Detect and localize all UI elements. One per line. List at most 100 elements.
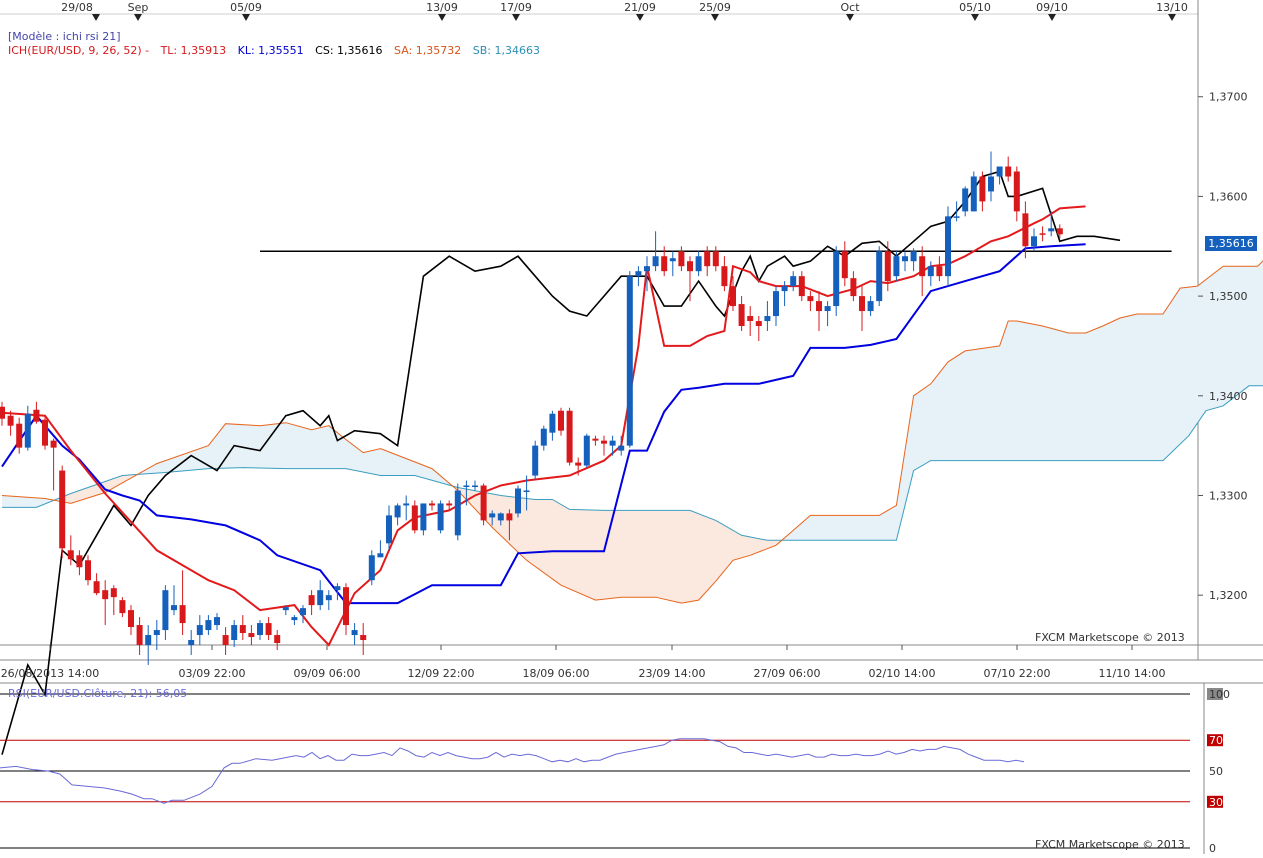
- current-price-badge: 1,35616: [1205, 236, 1257, 251]
- candle-down: [360, 635, 367, 641]
- top-date-label: Sep: [128, 1, 149, 14]
- senkou-a-line: [1, 260, 1263, 604]
- candle-up: [1048, 228, 1055, 232]
- top-date-label: 05/09: [230, 1, 262, 14]
- candle-up: [300, 608, 306, 616]
- top-date-label: 09/10: [1036, 1, 1068, 14]
- candle-up: [420, 503, 427, 531]
- candle-up: [334, 586, 341, 591]
- rsi-tick-label: 70: [1209, 734, 1223, 747]
- candle-up: [351, 630, 358, 636]
- price-tick-label: 1,3700: [1209, 91, 1248, 104]
- candle-up: [454, 490, 461, 536]
- candle-down: [798, 276, 805, 297]
- candle-up: [291, 617, 298, 621]
- bottom-date-label: 12/09 22:00: [408, 667, 475, 680]
- candle-down: [1022, 213, 1029, 247]
- candle-up: [257, 623, 263, 636]
- candle-down: [128, 610, 134, 628]
- candle-up: [669, 258, 676, 262]
- rsi-legend: RSI(EUR/USD.Clôture, 21): 56,05: [8, 687, 188, 700]
- rsi-tick-badge: [1207, 734, 1223, 747]
- price-tick-label: 1,3400: [1209, 390, 1248, 403]
- candle-up: [282, 607, 289, 611]
- top-date-label: 25/09: [699, 1, 731, 14]
- candle-up: [515, 488, 521, 514]
- candle-up: [403, 503, 410, 506]
- candle-up: [325, 595, 332, 601]
- candle-down: [919, 256, 926, 277]
- candle-up: [532, 445, 539, 476]
- indicator-legend: ICH(EUR/USD, 9, 26, 52) - TL: 1,35913 KL…: [8, 44, 548, 57]
- candle-up: [652, 256, 659, 267]
- candle-down: [884, 251, 891, 282]
- rsi-line: [0, 738, 1025, 804]
- bottom-date-label: 11/10 14:00: [1099, 667, 1166, 680]
- candle-down: [979, 176, 986, 202]
- candle-up: [953, 216, 960, 218]
- kl-value: KL: 1,35551: [237, 44, 304, 57]
- candle-up: [171, 605, 177, 611]
- top-date-label: 29/08: [61, 1, 93, 14]
- candle-up: [145, 635, 152, 645]
- candle-up: [368, 555, 375, 581]
- date-marker-icon: [1048, 14, 1056, 21]
- candle-down: [76, 555, 83, 568]
- candle-up: [214, 617, 220, 626]
- rsi-tick-label: 30: [1209, 796, 1223, 809]
- candle-up: [386, 515, 392, 544]
- candle-up: [962, 188, 969, 212]
- candle-up: [437, 503, 444, 531]
- top-date-label: 13/10: [1156, 1, 1188, 14]
- candle-down: [179, 605, 186, 624]
- rsi-watermark: FXCM Marketscope © 2013: [1035, 838, 1185, 851]
- candle-up: [153, 630, 160, 636]
- candle-down: [480, 485, 487, 521]
- date-marker-icon: [438, 14, 446, 21]
- senkou-b-line: [2, 385, 1263, 541]
- candle-down: [712, 251, 719, 267]
- cloud-bullish: [784, 260, 1263, 541]
- rsi-tick-label: 50: [1209, 765, 1223, 778]
- candle-down: [841, 251, 848, 279]
- candle-down: [807, 296, 814, 302]
- kijun-sen-line: [1, 243, 1086, 605]
- candle-up: [523, 490, 530, 492]
- candle-up: [876, 251, 883, 302]
- candle-up: [24, 413, 31, 448]
- candle-down: [7, 415, 14, 426]
- candle-up: [773, 291, 779, 317]
- sa-value: SA: 1,35732: [394, 44, 462, 57]
- candle-down: [747, 316, 754, 322]
- top-date-label: 17/09: [500, 1, 532, 14]
- candle-down: [59, 470, 66, 549]
- candle-up: [927, 266, 934, 277]
- candle-up: [695, 256, 702, 272]
- candle-up: [549, 413, 556, 433]
- candle-up: [824, 306, 831, 312]
- candle-down: [1039, 233, 1046, 235]
- candle-down: [755, 321, 762, 327]
- candle-down: [850, 278, 857, 297]
- candle-up: [902, 256, 908, 262]
- indicator-name: ICH(EUR/USD, 9, 26, 52) -: [8, 44, 150, 57]
- candle-up: [644, 266, 650, 272]
- candle-up: [618, 445, 625, 451]
- candle-up: [635, 271, 642, 277]
- candle-down: [274, 635, 281, 644]
- candle-down: [738, 304, 745, 327]
- cs-value: CS: 1,35616: [315, 44, 383, 57]
- date-marker-icon: [134, 14, 142, 21]
- candle-up: [790, 276, 797, 287]
- candle-down: [411, 505, 418, 531]
- candle-up: [996, 166, 1003, 177]
- candle-down: [721, 266, 728, 287]
- candle-down: [1013, 171, 1020, 212]
- price-tick-label: 1,3600: [1209, 190, 1248, 203]
- candle-up: [472, 485, 478, 488]
- date-marker-icon: [512, 14, 520, 21]
- candle-down: [110, 588, 117, 598]
- price-tick-label: 1,3500: [1209, 290, 1248, 303]
